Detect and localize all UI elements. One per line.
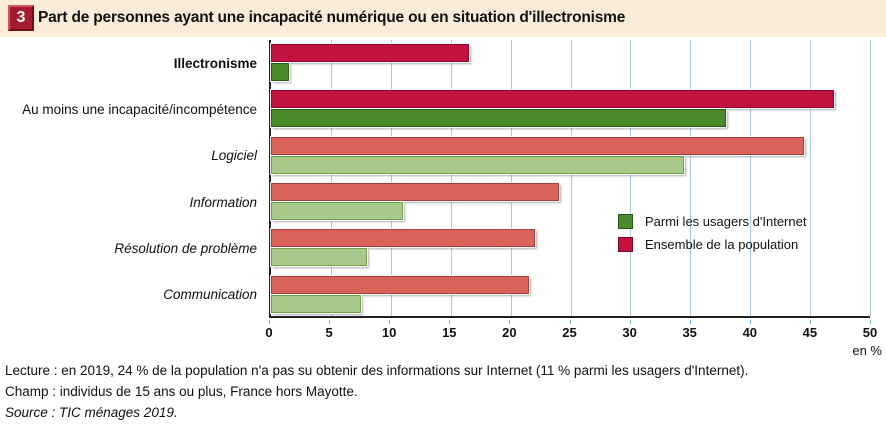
- tick-mark-5: [329, 320, 331, 324]
- legend-swatch-green: [618, 214, 633, 229]
- category-label-logiciel: Logiciel: [211, 148, 257, 164]
- bar-ensemble-au-moins-une-incapacite-incompetence: [271, 90, 835, 109]
- bar-usagers-au-moins-une-incapacite-incompetence: [271, 109, 727, 128]
- bar-usagers-resolution-de-probleme: [271, 248, 367, 267]
- category-label-resolution-de-probleme: Résolution de problème: [114, 240, 257, 256]
- gridline-45: [810, 40, 812, 316]
- gridline-5: [330, 40, 332, 316]
- header-band: 3 Part de personnes ayant une incapacité…: [0, 0, 886, 37]
- category-label-illectronisme: Illectronisme: [173, 55, 257, 71]
- bar-ensemble-resolution-de-probleme: [271, 229, 535, 248]
- gridline-30: [630, 40, 632, 316]
- tick-label-20: 20: [502, 325, 517, 340]
- chart-title: Part de personnes ayant une incapacité n…: [38, 9, 626, 26]
- tick-label-15: 15: [442, 325, 457, 340]
- tick-mark-50: [870, 320, 871, 324]
- axis-unit-label: en %: [852, 343, 882, 358]
- category-label-information: Information: [189, 194, 257, 210]
- tick-mark-15: [449, 320, 451, 324]
- tick-mark-25: [569, 320, 571, 324]
- bar-ensemble-illectronisme: [271, 44, 469, 62]
- tick-label-35: 35: [682, 325, 697, 340]
- gridline-10: [390, 40, 392, 316]
- gridline-25: [570, 40, 572, 316]
- champ-note: Champ : individus de 15 ans ou plus, Fra…: [5, 384, 358, 399]
- bar-usagers-logiciel: [271, 155, 685, 174]
- tick-mark-10: [389, 320, 391, 324]
- tick-label-45: 45: [802, 325, 818, 340]
- gridline-35: [690, 40, 692, 316]
- bar-ensemble-communication: [271, 275, 529, 294]
- tick-label-0: 0: [265, 325, 273, 340]
- category-label-au-moins-une-incapacite-incompetence: Au moins une incapacité/incompétence: [22, 101, 257, 117]
- tick-label-25: 25: [562, 325, 577, 340]
- tick-label-10: 10: [381, 325, 397, 340]
- bar-usagers-communication: [271, 294, 361, 313]
- tick-mark-40: [749, 320, 751, 324]
- gridline-40: [750, 40, 752, 316]
- gridline-50: [870, 40, 871, 316]
- category-label-communication: Communication: [163, 287, 257, 303]
- bar-ensemble-logiciel: [271, 136, 805, 155]
- tick-label-5: 5: [325, 325, 333, 340]
- bar-usagers-illectronisme: [271, 63, 289, 81]
- tick-label-40: 40: [742, 325, 758, 340]
- tick-mark-45: [809, 320, 811, 324]
- tick-label-30: 30: [622, 325, 637, 340]
- gridline-15: [450, 40, 452, 316]
- legend-item-ensemble: Ensemble de la population: [618, 237, 806, 252]
- legend-swatch-red: [618, 237, 633, 252]
- tick-mark-20: [509, 320, 511, 324]
- lecture-note: Lecture : en 2019, 24 % de la population…: [5, 363, 749, 378]
- footer-notes: Lecture : en 2019, 24 % de la population…: [5, 360, 881, 423]
- legend-label: Parmi les usagers d'Internet: [645, 214, 807, 229]
- bar-ensemble-information: [271, 183, 559, 201]
- tick-mark-30: [629, 320, 631, 324]
- tick-label-50: 50: [862, 325, 878, 340]
- legend-label: Ensemble de la population: [645, 237, 799, 252]
- gridline-20: [510, 40, 512, 316]
- tick-mark-0: [269, 320, 270, 324]
- figure-number-badge: 3: [8, 5, 34, 31]
- category-labels-column: Illectronisme Au moins une incapacité/inc…: [0, 40, 263, 318]
- source-note: Source : TIC ménages 2019.: [5, 405, 178, 420]
- legend: Parmi les usagers d'Internet Ensemble de…: [618, 214, 806, 260]
- bar-usagers-information: [271, 202, 403, 220]
- tick-mark-35: [689, 320, 691, 324]
- plot-area: [269, 40, 871, 318]
- legend-item-usagers: Parmi les usagers d'Internet: [618, 214, 806, 229]
